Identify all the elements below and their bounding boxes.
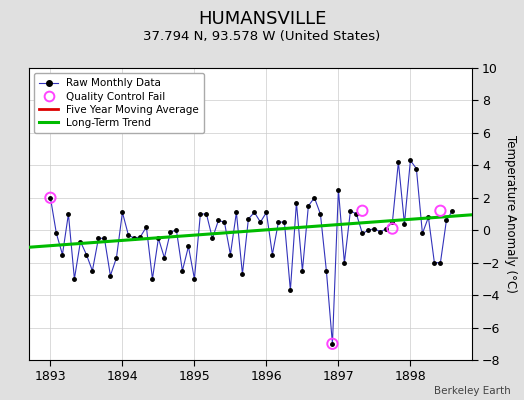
Line: Raw Monthly Data: Raw Monthly Data bbox=[49, 159, 454, 346]
Text: HUMANSVILLE: HUMANSVILLE bbox=[198, 10, 326, 28]
Raw Monthly Data bbox=[372, 226, 378, 231]
Quality Control Fail bbox=[328, 340, 336, 347]
Text: Berkeley Earth: Berkeley Earth bbox=[434, 386, 511, 396]
Raw Monthly Data bbox=[419, 231, 425, 236]
Quality Control Fail bbox=[358, 208, 367, 214]
Raw Monthly Data bbox=[317, 212, 323, 216]
Raw Monthly Data bbox=[329, 341, 335, 346]
Quality Control Fail bbox=[388, 225, 397, 232]
Raw Monthly Data bbox=[407, 158, 413, 163]
Quality Control Fail bbox=[46, 194, 54, 201]
Raw Monthly Data bbox=[449, 208, 455, 213]
Raw Monthly Data bbox=[341, 260, 347, 265]
Y-axis label: Temperature Anomaly (°C): Temperature Anomaly (°C) bbox=[504, 135, 517, 293]
Raw Monthly Data bbox=[425, 215, 432, 220]
Raw Monthly Data bbox=[413, 166, 420, 171]
Raw Monthly Data bbox=[47, 195, 53, 200]
Quality Control Fail bbox=[436, 208, 445, 214]
Legend: Raw Monthly Data, Quality Control Fail, Five Year Moving Average, Long-Term Tren: Raw Monthly Data, Quality Control Fail, … bbox=[34, 73, 204, 133]
Text: 37.794 N, 93.578 W (United States): 37.794 N, 93.578 W (United States) bbox=[144, 30, 380, 43]
